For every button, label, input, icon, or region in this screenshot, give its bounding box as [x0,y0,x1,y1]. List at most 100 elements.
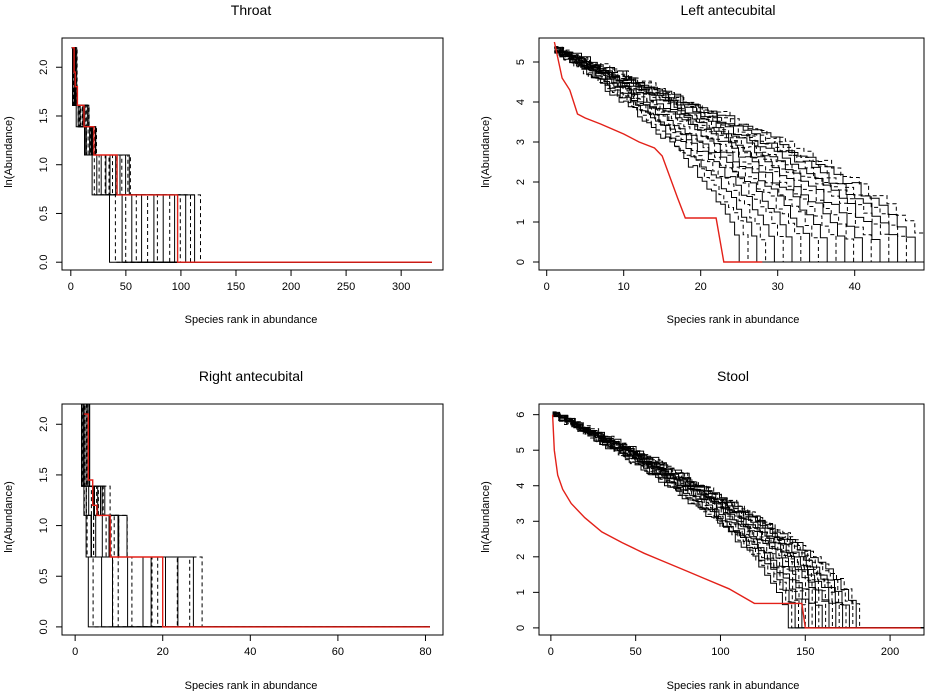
plot-frame [61,403,444,636]
simulated-series [554,49,924,263]
x-tick-label: 150 [227,281,245,293]
simulated-series [79,404,430,628]
simulated-series [79,404,430,628]
y-tick-label: 5 [515,59,527,65]
simulated-series [552,415,924,629]
plot-area: 0 20 40 60 80 0.0 0.5 1.0 1.5 2.0 [38,403,444,658]
simulated-series [554,52,924,263]
simulated-series [552,414,924,629]
observed-series [71,47,432,263]
simulated-series [552,411,924,629]
x-tick-label: 60 [332,646,344,658]
x-tick-label: 20 [695,281,707,293]
simulated-series [79,404,430,628]
simulated-series [71,47,432,263]
plot-area: 0 50 100 150 200 0 1 2 3 4 5 6 [515,403,925,658]
simulated-series [554,51,924,263]
panel-left-antecubital: Left antecubital ln(Abundance) Species r… [480,2,925,326]
simulated-series [71,47,432,263]
simulated-series [552,413,924,629]
panel-throat: Throat ln(Abundance) Species rank in abu… [3,2,444,326]
y-axis-label: ln(Abundance) [3,481,15,553]
x-tick-label: 40 [849,281,861,293]
series-group [553,41,924,263]
y-tick-label: 1.5 [38,467,50,482]
y-tick-label: 0.0 [38,255,50,270]
y-tick-label: 6 [515,412,527,418]
plot-frame [61,37,444,271]
simulated-series [552,413,924,629]
simulated-series [554,51,924,263]
y-axis-label: ln(Abundance) [480,481,492,553]
x-tick-label: 200 [881,646,899,658]
x-tick-label: 0 [68,281,74,293]
simulated-series [554,50,924,263]
x-axis-label: Species rank in abundance [185,680,318,691]
simulated-series [554,49,924,263]
y-tick-label: 2.0 [38,417,50,432]
x-tick-label: 200 [282,281,300,293]
simulated-series [554,47,924,263]
y-tick-label: 4 [515,99,527,105]
chart-title: Stool [717,368,749,384]
series-group [79,404,430,628]
series-group [71,47,432,263]
simulated-series [71,47,432,263]
x-tick-label: 100 [711,646,729,658]
simulated-series [554,50,924,263]
y-tick-label: 3 [515,139,527,145]
observed-series [553,41,763,263]
y-tick-label: 1 [515,589,527,595]
chart-title: Left antecubital [681,2,776,18]
simulated-series [79,404,430,628]
y-tick-label: 2.0 [38,60,50,75]
chart-title: Right antecubital [199,368,303,384]
y-tick-label: 0 [515,259,527,265]
x-tick-label: 50 [120,281,132,293]
plot-area: 0 10 20 30 40 0 1 2 3 4 5 [515,37,925,293]
y-tick-label: 4 [515,483,527,489]
y-tick-label: 5 [515,447,527,453]
x-tick-label: 300 [392,281,410,293]
x-tick-label: 0 [544,281,550,293]
simulated-series [554,49,924,263]
y-tick-label: 1 [515,219,527,225]
x-tick-label: 250 [337,281,355,293]
x-tick-label: 40 [244,646,256,658]
x-tick-label: 50 [630,646,642,658]
x-axis-label: Species rank in abundance [185,314,318,326]
y-tick-label: 2 [515,179,527,185]
y-tick-label: 0 [515,625,527,631]
x-tick-label: 150 [796,646,814,658]
series-group [551,411,924,629]
x-tick-label: 0 [72,646,78,658]
simulated-series [552,414,924,629]
observed-series [83,413,430,628]
y-tick-label: 1.0 [38,157,50,172]
simulated-series [554,47,924,262]
simulated-series [554,46,924,263]
simulated-series [71,47,432,263]
simulated-series [554,47,924,263]
y-tick-label: 0.0 [38,619,50,634]
x-tick-label: 80 [419,646,431,658]
y-tick-label: 1.5 [38,108,50,123]
plot-frame [538,403,925,636]
x-tick-label: 20 [157,646,169,658]
plot-frame [538,37,925,271]
x-axis-label: Species rank in abundance [667,680,800,691]
y-tick-label: 1.0 [38,518,50,533]
y-tick-label: 0.5 [38,569,50,584]
chart-title: Throat [231,2,272,18]
x-axis-label: Species rank in abundance [667,314,800,326]
y-axis-label: ln(Abundance) [3,116,15,188]
x-tick-label: 10 [618,281,630,293]
x-tick-label: 30 [772,281,784,293]
panel-stool: Stool ln(Abundance) Species rank in abun… [480,368,925,691]
observed-series [551,414,921,629]
y-tick-label: 2 [515,554,527,560]
x-tick-label: 100 [172,281,190,293]
simulated-series [552,413,924,629]
simulated-series [554,47,924,263]
